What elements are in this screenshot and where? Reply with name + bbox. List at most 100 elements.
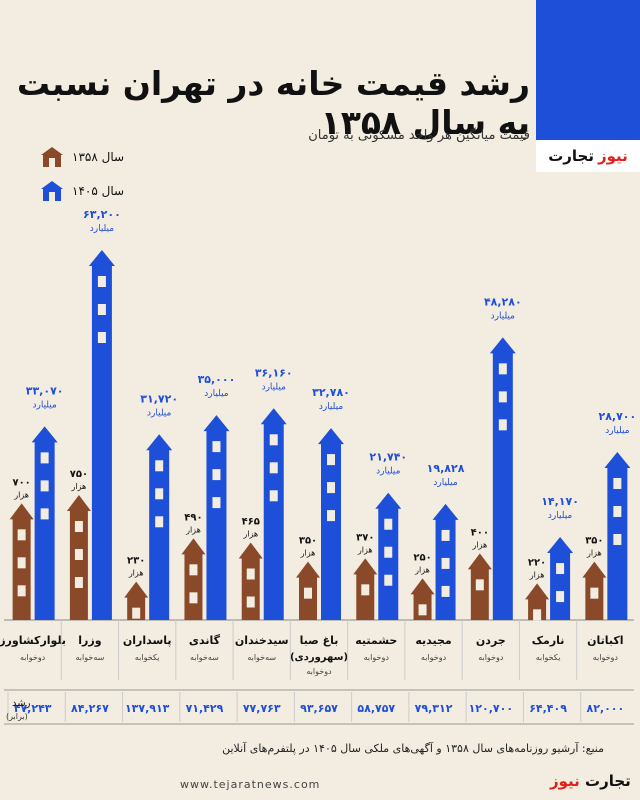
category-label: گاندی <box>189 634 221 647</box>
old-value-label: ۲۵۰ <box>413 552 431 563</box>
new-unit-label: میلیارد <box>204 389 229 399</box>
growth-value: ۹۳,۶۵۷ <box>300 702 338 715</box>
old-unit-label: هزار <box>471 540 487 549</box>
new-unit-label: میلیارد <box>433 478 458 488</box>
new-bar <box>88 250 115 620</box>
new-value-label: ۶۳,۲۰۰ <box>83 208 121 221</box>
new-value-label: ۳۲,۷۸۰ <box>312 386 350 399</box>
rooms-label: سه‌خوابه <box>247 653 276 662</box>
category-label: نارمک <box>532 634 565 647</box>
brand-part2: نیوز <box>598 147 628 165</box>
new-unit-label: میلیارد <box>605 426 630 436</box>
old-unit-label: هزار <box>357 545 373 554</box>
new-value-label: ۳۶,۱۶۰ <box>255 366 293 379</box>
brand-logo-bottom: تجارت نیوز <box>546 772 631 790</box>
old-value-label: ۷۰۰ <box>12 477 30 488</box>
old-value-label: ۳۵۰ <box>299 536 317 547</box>
old-unit-label: هزار <box>586 549 602 558</box>
category-label: مجیدیه <box>415 634 451 647</box>
brand-part1: تجارت <box>548 147 594 165</box>
new-bar <box>604 451 631 620</box>
source-note: منبع: آرشیو روزنامه‌های سال ۱۳۵۸ و آگهی‌… <box>222 742 604 755</box>
bar-chart: ۳۵۰ هزار ۲۸,۷۰۰ میلیارد اکباتان دوخوابه ۸۲,۰۰۰… <box>0 208 636 725</box>
rooms-label: یکخوابه <box>536 653 561 662</box>
brand-part1-bottom: تجارت <box>585 772 631 790</box>
category-label: جردن <box>476 634 506 647</box>
old-bar <box>181 538 206 620</box>
house-blue-icon <box>41 181 63 201</box>
new-value-label: ۲۸,۷۰۰ <box>598 410 636 423</box>
new-value-label: ۳۵,۰۰۰ <box>198 373 236 386</box>
category-label: وزرا <box>78 634 101 647</box>
new-value-label: ۱۴,۱۷۰ <box>541 495 579 508</box>
new-bar <box>375 492 402 620</box>
new-unit-label: میلیارد <box>147 408 172 418</box>
new-unit-label: میلیارد <box>491 311 516 321</box>
growth-value: ۱۲۰,۷۰۰ <box>469 702 513 715</box>
old-value-label: ۲۳۰ <box>127 556 145 567</box>
rooms-label: دوخوابه <box>478 653 504 662</box>
growth-value: ۱۳۷,۹۱۳ <box>125 702 170 715</box>
category-label: پاسداران <box>123 634 172 647</box>
rooms-label: دوخوابه <box>364 653 390 662</box>
old-value-label: ۴۹۰ <box>184 512 202 523</box>
old-bar <box>582 561 607 620</box>
new-unit-label: میلیارد <box>90 224 115 234</box>
brand-logo-top: تجارت نیوز <box>536 140 640 172</box>
growth-value: ۷۷,۷۶۳ <box>243 702 281 715</box>
house-brown-icon <box>41 147 63 167</box>
old-value-label: ۳۵۰ <box>585 536 603 547</box>
growth-value: ۵۸,۷۵۷ <box>357 702 395 715</box>
rooms-label: دوخوابه <box>421 653 447 662</box>
rooms-label: سه‌خوابه <box>76 653 105 662</box>
old-bar <box>467 553 492 620</box>
rooms-label: دوخوابه <box>306 667 332 676</box>
old-unit-label: هزار <box>71 482 87 491</box>
old-bar <box>353 558 378 620</box>
growth-row-unit: (برابر) <box>6 712 28 721</box>
legend-label-new: سال ۱۴۰۵ <box>72 184 125 198</box>
rooms-label: دوخوابه <box>593 653 619 662</box>
old-unit-label: هزار <box>414 565 430 574</box>
growth-row-title: رشد <box>12 698 31 709</box>
old-bar <box>9 503 34 620</box>
category-label: باغ صبا <box>300 634 339 647</box>
category-label: حشمتیه <box>355 634 397 647</box>
brand-part2-bottom: نیوز <box>550 772 580 790</box>
legend-label-old: سال ۱۳۵۸ <box>72 150 125 164</box>
old-value-label: ۲۲۰ <box>528 557 546 568</box>
new-value-label: ۳۳,۰۷۰ <box>26 384 64 397</box>
old-unit-label: هزار <box>185 525 201 534</box>
category-label: اکباتان <box>587 634 623 647</box>
rooms-label: سه‌خوابه <box>190 653 219 662</box>
growth-value: ۸۴,۲۶۷ <box>71 702 109 715</box>
growth-value: ۸۲,۰۰۰ <box>586 702 624 715</box>
site-url[interactable]: www.tejaratnews.com <box>180 778 321 791</box>
new-bar <box>547 537 574 620</box>
old-bar <box>410 578 435 620</box>
old-value-label: ۷۵۰ <box>70 469 88 480</box>
new-unit-label: میلیارد <box>319 402 344 412</box>
new-value-label: ۴۸,۲۸۰ <box>484 295 522 308</box>
category-label-2: (سهروردی) <box>290 652 348 663</box>
old-unit-label: هزار <box>128 569 144 578</box>
new-unit-label: میلیارد <box>32 400 57 410</box>
growth-value: ۷۹,۳۱۲ <box>415 702 453 715</box>
legend-item-new: سال ۱۴۰۵ <box>40 174 124 208</box>
new-bar <box>146 434 173 620</box>
old-bar <box>525 583 550 621</box>
old-value-label: ۳۷۰ <box>356 532 374 543</box>
category-label: بلوارکشاورز <box>0 634 66 647</box>
new-bar <box>489 337 516 620</box>
new-bar <box>260 408 287 620</box>
page-subtitle: قیمت میانگین هر واحد مسکونی به تومان <box>308 128 530 143</box>
old-bar <box>238 542 263 620</box>
new-unit-label: میلیارد <box>262 382 287 392</box>
new-value-label: ۲۱,۷۴۰ <box>369 451 407 464</box>
old-unit-label: هزار <box>242 530 258 539</box>
old-unit-label: هزار <box>529 570 545 579</box>
new-unit-label: میلیارد <box>376 467 401 477</box>
page-title: رشد قیمت خانه در تهران نسبت به سال ۱۳۵۸ <box>16 64 531 142</box>
growth-value: ۷۱,۴۲۹ <box>186 702 224 715</box>
rooms-label: دوخوابه <box>20 653 46 662</box>
